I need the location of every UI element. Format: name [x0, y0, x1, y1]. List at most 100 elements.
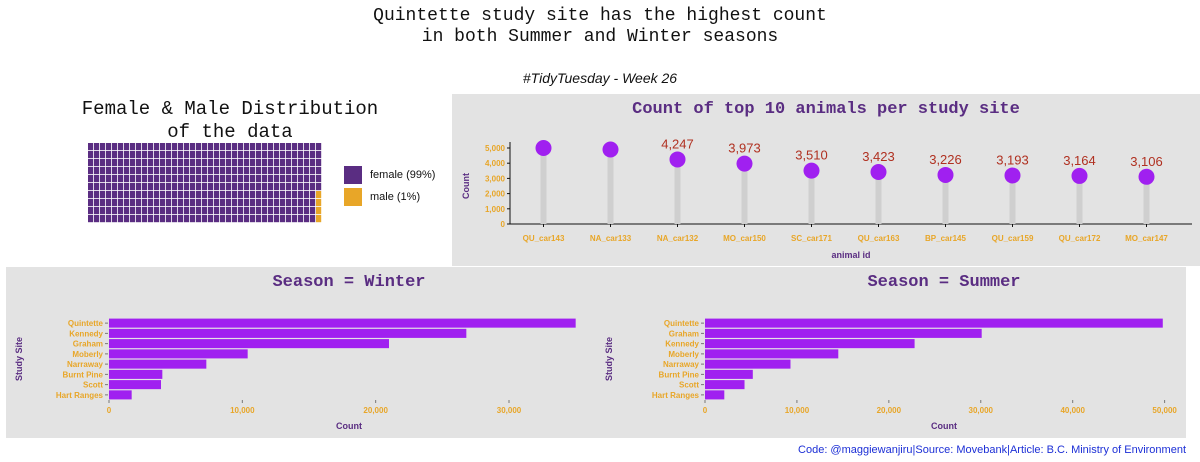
waffle-cell-female [166, 183, 172, 191]
waffle-cell-female [238, 183, 244, 191]
waffle-cell-female [280, 167, 286, 175]
waffle-cell-female [280, 207, 286, 215]
waffle-cell-female [232, 215, 238, 223]
waffle-cell-female [166, 191, 172, 199]
waffle-cell-female [184, 183, 190, 191]
waffle-cell-female [94, 215, 100, 223]
waffle-cell-female [142, 183, 148, 191]
waffle-cell-female [208, 215, 214, 223]
waffle-cell-female [166, 215, 172, 223]
waffle-cell-female [88, 167, 94, 175]
waffle-cell-female [262, 143, 268, 151]
waffle-cell-female [100, 215, 106, 223]
waffle-cell-female [142, 215, 148, 223]
waffle-cell-female [178, 151, 184, 159]
waffle-cell-female [100, 151, 106, 159]
waffle-cell-female [112, 167, 118, 175]
lollipop-x-tick-label: MO_car150 [723, 234, 766, 243]
waffle-cell-female [226, 207, 232, 215]
waffle-cell-female [190, 199, 196, 207]
waffle-cell-female [166, 151, 172, 159]
waffle-cell-female [244, 183, 250, 191]
waffle-cell-female [292, 175, 298, 183]
waffle-cell-female [214, 167, 220, 175]
waffle-cell-female [154, 167, 160, 175]
waffle-cell-female [304, 183, 310, 191]
waffle-cell-female [244, 151, 250, 159]
waffle-cell-female [310, 167, 316, 175]
lollipop-x-tick-label: QU_car143 [523, 234, 565, 243]
waffle-cell-female [214, 183, 220, 191]
waffle-cell-female [118, 207, 124, 215]
winter-y-tick-label: Hart Ranges [56, 391, 104, 400]
waffle-cell-female [262, 159, 268, 167]
waffle-cell-female [178, 159, 184, 167]
waffle-cell-female [106, 175, 112, 183]
waffle-cell-female [238, 143, 244, 151]
waffle-cell-female [94, 143, 100, 151]
waffle-cell-female [124, 191, 130, 199]
waffle-cell-female [214, 143, 220, 151]
waffle-cell-female [148, 199, 154, 207]
summer-y-tick-label: Hart Ranges [652, 391, 700, 400]
waffle-cell-female [304, 175, 310, 183]
lollipop-value-label: 3,973 [728, 141, 761, 156]
waffle-cell-female [118, 199, 124, 207]
waffle-cell-female [316, 167, 322, 175]
lollipop-x-axis-title: animal id [831, 250, 870, 260]
waffle-cell-female [262, 199, 268, 207]
summer-y-tick-label: Scott [679, 381, 699, 390]
waffle-cell-female [136, 159, 142, 167]
waffle-cell-female [136, 207, 142, 215]
waffle-cell-female [142, 175, 148, 183]
waffle-cell-female [256, 143, 262, 151]
waffle-cell-female [310, 175, 316, 183]
waffle-cell-female [94, 191, 100, 199]
waffle-cell-female [196, 159, 202, 167]
waffle-cell-female [256, 183, 262, 191]
waffle-cell-female [160, 151, 166, 159]
waffle-cell-female [130, 199, 136, 207]
winter-y-tick-label: Graham [73, 340, 103, 349]
waffle-title-line1: Female & Male Distribution [81, 98, 379, 120]
summer-x-tick-label: 0 [703, 406, 708, 415]
waffle-cell-female [298, 199, 304, 207]
waffle-cell-female [202, 207, 208, 215]
lollipop-y-tick-label: 4,000 [485, 159, 506, 168]
waffle-cell-female [106, 151, 112, 159]
waffle-cell-female [268, 175, 274, 183]
lollipop-title: Count of top 10 animals per study site [632, 100, 1020, 119]
waffle-cell-female [310, 191, 316, 199]
waffle-cell-female [148, 191, 154, 199]
waffle-cell-female [250, 159, 256, 167]
waffle-cell-female [190, 167, 196, 175]
waffle-cell-female [160, 183, 166, 191]
waffle-cell-female [160, 191, 166, 199]
waffle-cell-female [172, 167, 178, 175]
lollipop-y-axis-title: Count [461, 173, 471, 199]
waffle-cell-female [256, 167, 262, 175]
waffle-cell-female [286, 143, 292, 151]
waffle-cell-female [214, 151, 220, 159]
waffle-cell-female [118, 167, 124, 175]
waffle-cell-female [238, 207, 244, 215]
waffle-cell-female [184, 167, 190, 175]
legend-item-male: male (1%) [344, 188, 420, 206]
summer-y-axis-title: Study Site [604, 337, 614, 381]
waffle-cell-female [166, 167, 172, 175]
waffle-cell-female [196, 151, 202, 159]
waffle-cell-female [238, 175, 244, 183]
waffle-cell-female [262, 175, 268, 183]
waffle-cell-female [226, 199, 232, 207]
waffle-cell-female [112, 207, 118, 215]
waffle-cell-female [310, 143, 316, 151]
waffle-cell-female [280, 191, 286, 199]
waffle-cell-female [106, 159, 112, 167]
lollipop-y-tick-label: 0 [501, 220, 506, 229]
lollipop-point [803, 162, 820, 179]
waffle-cell-female [310, 159, 316, 167]
waffle-cell-female [268, 151, 274, 159]
waffle-cell-female [118, 215, 124, 223]
summer-x-tick-label: 50,000 [1152, 406, 1177, 415]
waffle-cell-female [142, 167, 148, 175]
